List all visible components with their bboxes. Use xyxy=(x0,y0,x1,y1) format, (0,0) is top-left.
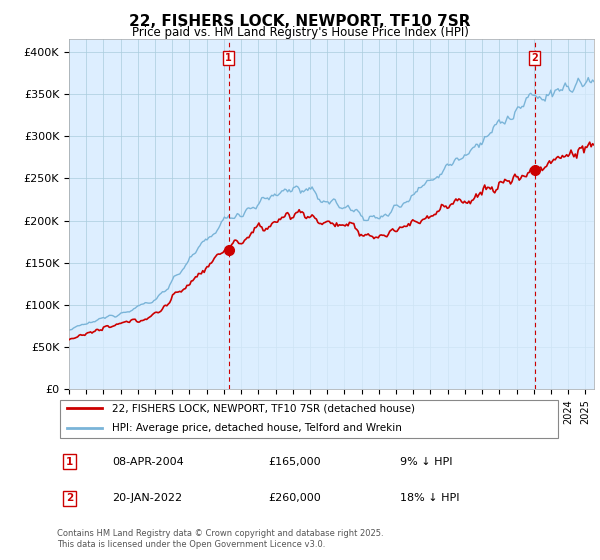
Text: £260,000: £260,000 xyxy=(269,493,322,503)
Text: 1: 1 xyxy=(66,457,73,467)
Text: 22, FISHERS LOCK, NEWPORT, TF10 7SR: 22, FISHERS LOCK, NEWPORT, TF10 7SR xyxy=(129,14,471,29)
Text: 2: 2 xyxy=(531,53,538,63)
Text: £165,000: £165,000 xyxy=(269,457,322,467)
Text: Contains HM Land Registry data © Crown copyright and database right 2025.
This d: Contains HM Land Registry data © Crown c… xyxy=(57,529,383,549)
Text: Price paid vs. HM Land Registry's House Price Index (HPI): Price paid vs. HM Land Registry's House … xyxy=(131,26,469,39)
Text: 2: 2 xyxy=(66,493,73,503)
Text: 22, FISHERS LOCK, NEWPORT, TF10 7SR (detached house): 22, FISHERS LOCK, NEWPORT, TF10 7SR (det… xyxy=(112,403,415,413)
Text: 9% ↓ HPI: 9% ↓ HPI xyxy=(400,457,452,467)
Text: 20-JAN-2022: 20-JAN-2022 xyxy=(112,493,182,503)
Text: 18% ↓ HPI: 18% ↓ HPI xyxy=(400,493,459,503)
Text: HPI: Average price, detached house, Telford and Wrekin: HPI: Average price, detached house, Telf… xyxy=(112,423,403,433)
Text: 08-APR-2004: 08-APR-2004 xyxy=(112,457,184,467)
Text: 1: 1 xyxy=(225,53,232,63)
